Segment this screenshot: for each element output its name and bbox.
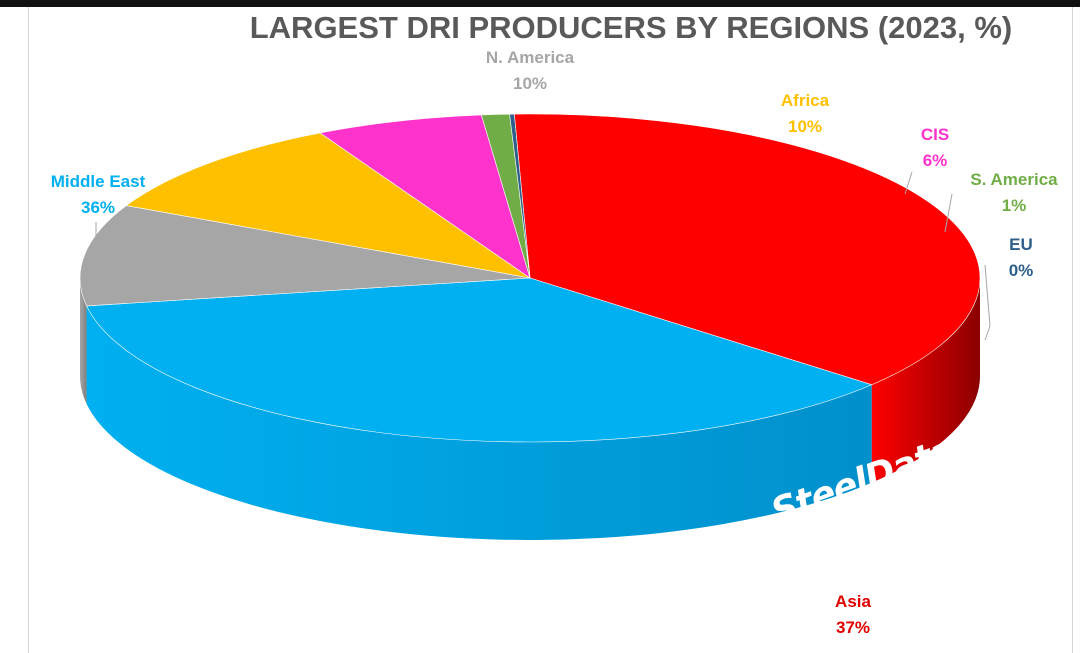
label-asia-value: 37% [835, 618, 871, 637]
label-asia: Asia 37% [835, 589, 871, 641]
pie-slice-eu [509, 113, 531, 279]
pie-side-middle-east [86, 305, 872, 540]
chart-area-left-border [28, 7, 29, 653]
label-middle-east-name: Middle East [50, 172, 146, 191]
label-africa-name: Africa [780, 91, 830, 110]
label-n-america: N. America 10% [486, 45, 574, 97]
pie-side-n-america [80, 278, 87, 404]
leader-line-s-america [944, 193, 953, 233]
pie-slice-cis [319, 114, 531, 279]
pie-slice-n-america [79, 205, 531, 307]
label-cis-name: CIS [920, 125, 950, 144]
label-cis-value: 6% [922, 151, 948, 170]
label-eu: EU 0% [1009, 232, 1034, 284]
label-s-america-name: S. America [970, 170, 1058, 189]
pie-slice-asia [513, 113, 981, 386]
pie-slice-africa [125, 132, 531, 279]
label-africa: Africa 10% [781, 88, 829, 140]
pie-sides [80, 278, 980, 540]
leader-lines [95, 171, 991, 341]
leader-line-cis [904, 171, 913, 195]
label-middle-east-value: 36% [80, 198, 116, 217]
label-s-america: S. America 1% [970, 167, 1057, 219]
label-asia-name: Asia [835, 592, 871, 611]
label-eu-name: EU [1009, 235, 1033, 254]
label-middle-east: Middle East 36% [51, 169, 145, 221]
pie-side-asia [871, 278, 980, 483]
top-frame-bar [0, 0, 1080, 7]
pie-tops [79, 113, 981, 443]
chart-title: LARGEST DRI PRODUCERS BY REGIONS (2023, … [249, 10, 1013, 45]
leader-line-eu [984, 264, 991, 341]
label-n-america-name: N. America [485, 48, 575, 67]
label-eu-value: 0% [1008, 261, 1034, 280]
label-s-america-value: 1% [1001, 196, 1027, 215]
label-cis: CIS 6% [921, 122, 949, 174]
chart-area-right-border [1072, 7, 1073, 653]
label-n-america-value: 10% [512, 74, 548, 93]
label-africa-value: 10% [787, 117, 823, 136]
pie-slice-middle-east [86, 277, 873, 443]
